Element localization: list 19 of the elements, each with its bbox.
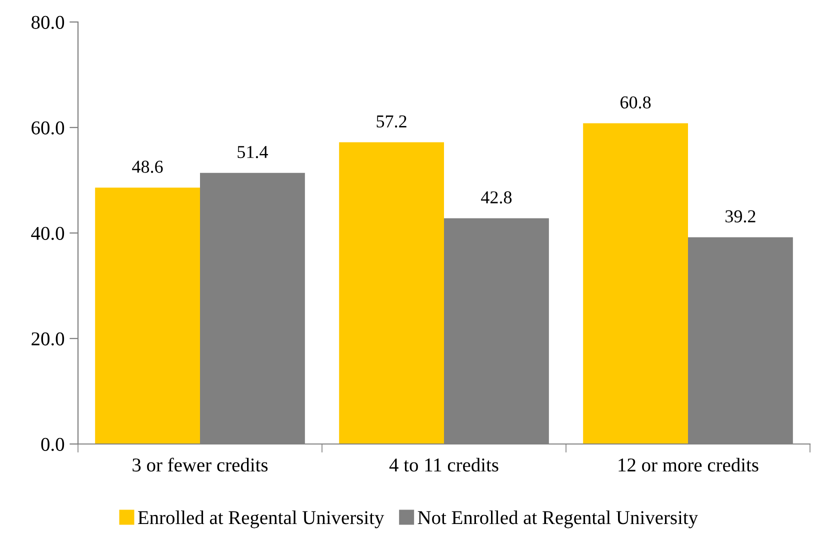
legend-label: Enrolled at Regental University	[138, 510, 384, 528]
y-tick-label: 80.0	[32, 16, 64, 30]
y-tick-label: 20.0	[32, 332, 64, 346]
bar	[95, 188, 200, 444]
bar	[583, 123, 688, 444]
x-tick-label: 3 or fewer credits	[132, 458, 268, 472]
legend-label: Not Enrolled at Regental University	[418, 510, 698, 528]
x-tick-label: 12 or more credits	[618, 458, 758, 472]
data-label: 51.4	[238, 146, 268, 158]
x-tick-label: 4 to 11 credits	[389, 458, 498, 472]
y-tick-label: 40.0	[31, 226, 64, 240]
bar	[339, 142, 444, 444]
data-label: 42.8	[481, 191, 512, 204]
data-label: 39.2	[726, 210, 756, 223]
data-label: 48.6	[132, 160, 163, 173]
data-label: 60.8	[620, 96, 651, 109]
y-tick-label: 0.0	[41, 438, 64, 452]
data-label: 57.2	[376, 115, 406, 128]
y-tick-label: 60.0	[32, 121, 64, 135]
